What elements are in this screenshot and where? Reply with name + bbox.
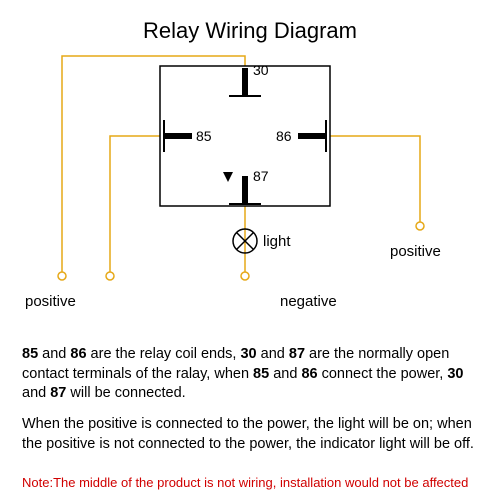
node-30 xyxy=(58,272,66,280)
terminal-86-label: 86 xyxy=(276,128,292,144)
wire-30 xyxy=(62,56,245,276)
negative-label: negative xyxy=(280,293,337,310)
description-paragraph-2: When the positive is connected to the po… xyxy=(22,415,478,454)
wire-86 xyxy=(330,136,420,226)
positive-right-label: positive xyxy=(390,243,441,260)
terminal-30-label: 30 xyxy=(253,62,269,78)
positive-left-label: positive xyxy=(25,293,76,310)
node-87 xyxy=(241,272,249,280)
terminal-87-label: 87 xyxy=(253,168,269,184)
description-paragraph-1: 85 and 86 are the relay coil ends, 30 an… xyxy=(22,345,478,404)
light-label: light xyxy=(263,233,291,250)
node-86 xyxy=(416,222,424,230)
footer-note: Note:The middle of the product is not wi… xyxy=(22,475,468,490)
terminal-86 xyxy=(298,120,326,152)
diagram-title: Relay Wiring Diagram xyxy=(0,18,500,44)
wire-85 xyxy=(110,136,160,276)
wiring-diagram: 30 85 86 87 positive positive negative l… xyxy=(0,48,500,338)
terminal-85-label: 85 xyxy=(196,128,212,144)
terminal-85 xyxy=(164,120,192,152)
node-85 xyxy=(106,272,114,280)
